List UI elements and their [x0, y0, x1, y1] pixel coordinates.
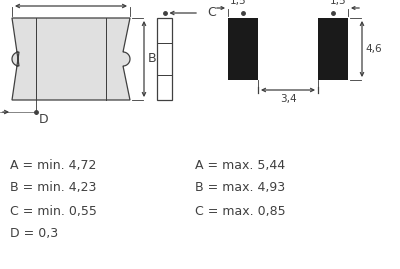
Text: C = min. 0,55: C = min. 0,55	[10, 204, 97, 218]
Text: 1,5: 1,5	[230, 0, 247, 6]
Text: C: C	[207, 6, 216, 19]
Text: A: A	[67, 0, 75, 2]
Text: B = max. 4,93: B = max. 4,93	[195, 182, 285, 194]
Bar	[157, 18, 172, 100]
Polygon shape	[12, 18, 130, 100]
Text: B = min. 4,23: B = min. 4,23	[10, 182, 96, 194]
Text: D = 0,3: D = 0,3	[10, 228, 58, 240]
Text: 4,6: 4,6	[365, 44, 382, 54]
Bar	[318, 18, 348, 80]
Text: B: B	[148, 52, 157, 65]
Text: C = max. 0,85: C = max. 0,85	[195, 204, 286, 218]
Text: A = min. 4,72: A = min. 4,72	[10, 158, 96, 172]
Text: 1,5: 1,5	[329, 0, 346, 6]
Text: D: D	[38, 113, 48, 126]
Text: 3,4: 3,4	[280, 94, 296, 104]
Text: A = max. 5,44: A = max. 5,44	[195, 158, 285, 172]
Bar	[228, 18, 258, 80]
